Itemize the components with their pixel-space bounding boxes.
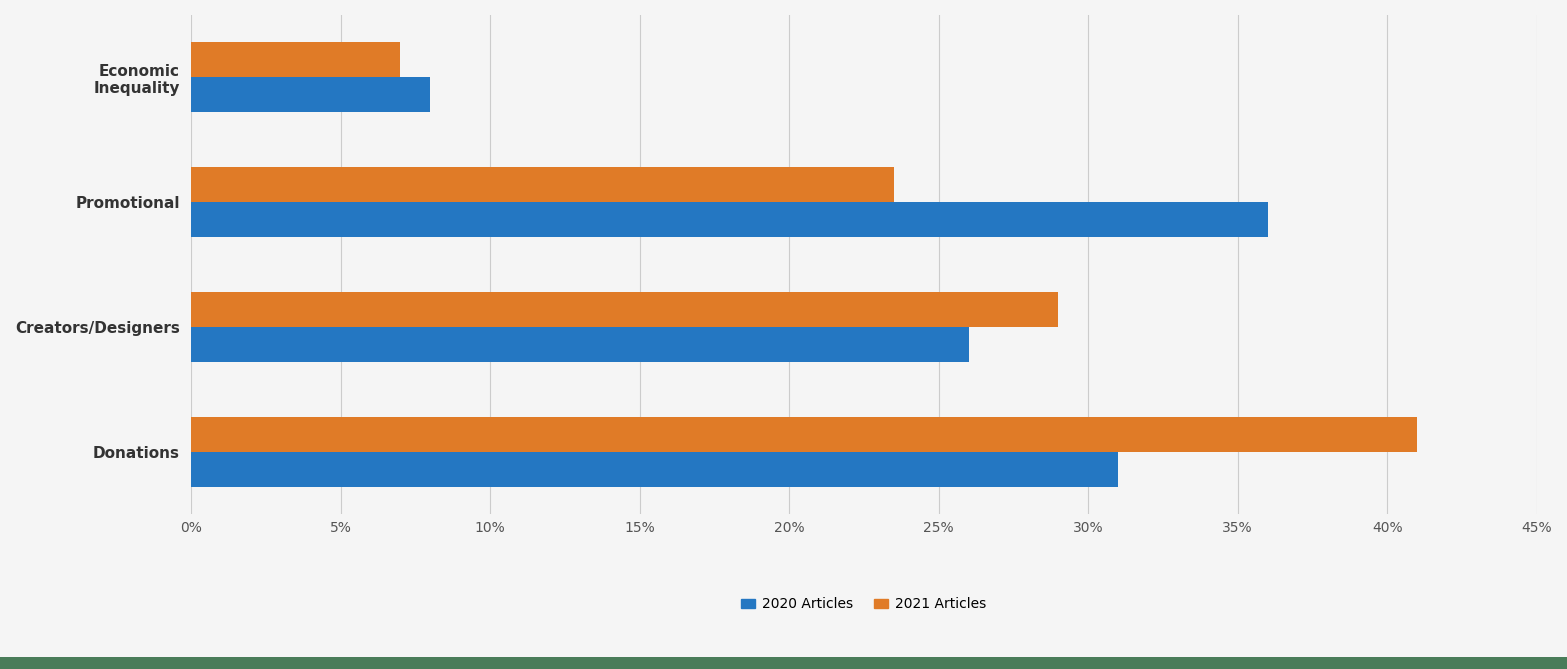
Bar bbox=[191, 417, 1417, 452]
Bar bbox=[191, 292, 1058, 327]
Bar bbox=[191, 167, 893, 202]
Bar bbox=[191, 452, 1117, 487]
Bar bbox=[191, 327, 968, 362]
Legend: 2020 Articles, 2021 Articles: 2020 Articles, 2021 Articles bbox=[736, 592, 992, 617]
Bar bbox=[191, 78, 431, 112]
Bar bbox=[191, 42, 400, 78]
Bar bbox=[191, 202, 1268, 237]
